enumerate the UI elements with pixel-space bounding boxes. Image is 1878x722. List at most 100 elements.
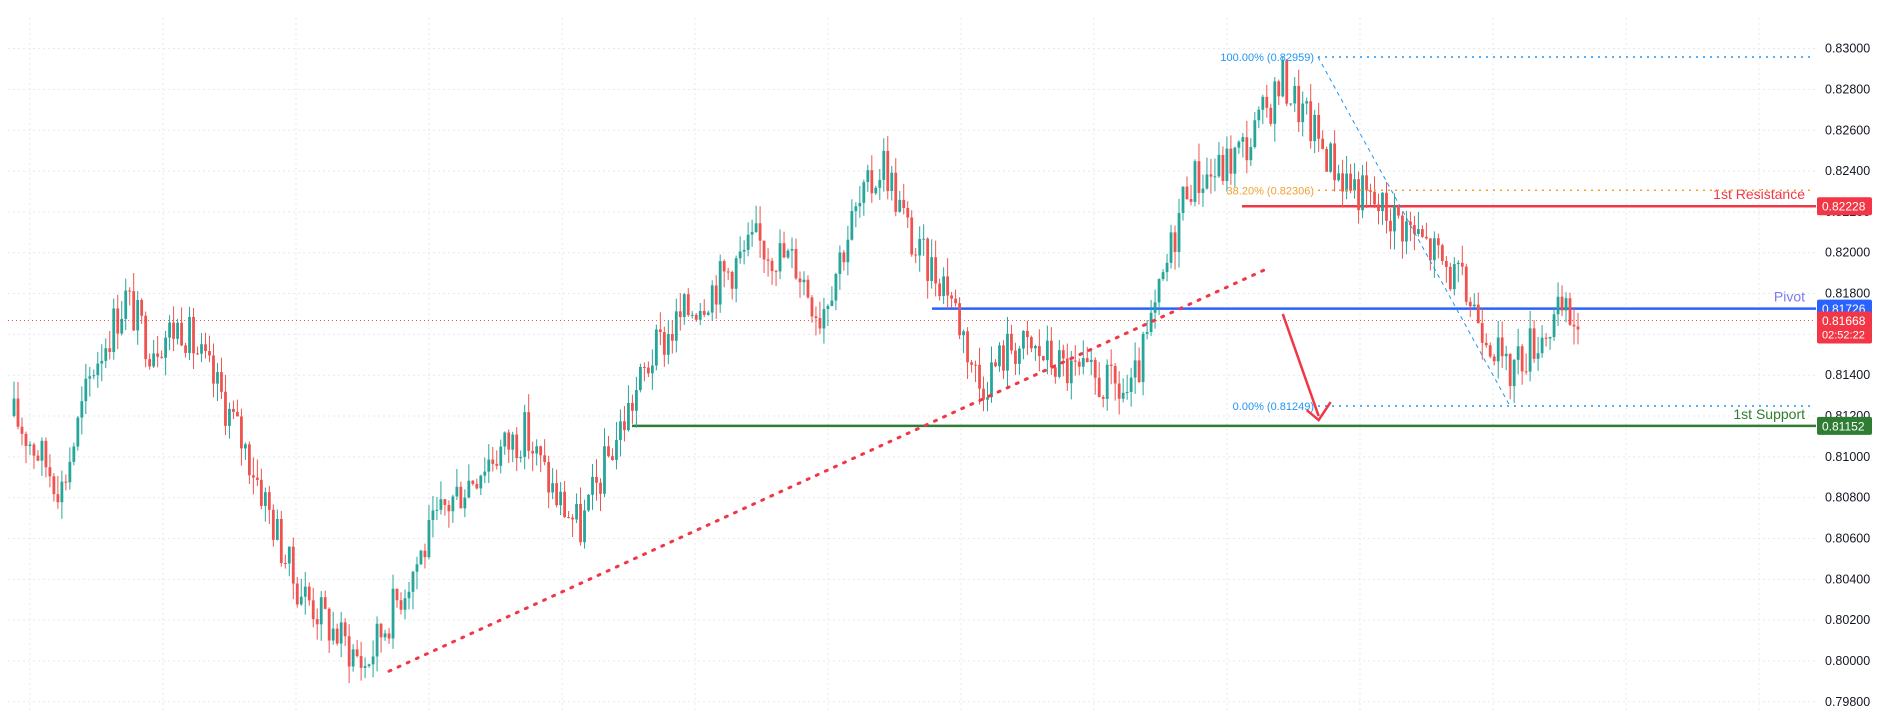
candle-body <box>742 249 746 252</box>
candle-body <box>144 315 148 360</box>
candle-body <box>1022 330 1025 349</box>
candle-body <box>1289 103 1293 105</box>
candle-body <box>363 666 367 668</box>
candles <box>12 55 1580 684</box>
candle-body <box>650 365 654 374</box>
candle-body <box>168 322 171 338</box>
candle-body <box>962 331 965 336</box>
y-tick-label: 0.79800 <box>1825 695 1870 709</box>
candle-body <box>303 586 307 597</box>
candle-body <box>1381 192 1384 212</box>
candle-body <box>1265 96 1269 108</box>
candle-body <box>287 546 291 564</box>
candle-body <box>834 273 838 301</box>
candle-body <box>1556 296 1560 315</box>
candle-body <box>1361 175 1364 211</box>
candle-body <box>1257 109 1261 121</box>
candle-body <box>383 633 387 638</box>
candle-body <box>467 480 471 498</box>
candle-body <box>523 412 527 457</box>
y-tick-label: 0.80600 <box>1825 532 1870 546</box>
candle-body <box>1153 302 1157 313</box>
candle-body <box>1357 179 1360 211</box>
candle-body <box>1053 367 1057 377</box>
candle-body <box>1109 364 1113 366</box>
candle-body <box>80 401 84 418</box>
candle-body <box>1496 337 1500 362</box>
candle-body <box>942 276 946 297</box>
candle-body <box>1576 326 1580 330</box>
y-tick-label: 0.81000 <box>1825 450 1870 464</box>
candle-body <box>1468 301 1472 307</box>
candle-body <box>72 446 76 462</box>
candle-body <box>958 303 961 336</box>
candle-body <box>1002 345 1005 371</box>
y-tick-label: 0.82800 <box>1825 82 1870 96</box>
candle-body <box>1393 205 1396 232</box>
candle-body <box>1305 101 1309 104</box>
candle-body <box>1217 154 1221 177</box>
candle-body <box>986 397 989 400</box>
candle-body <box>40 440 44 461</box>
candle-body <box>1460 262 1464 267</box>
candle-body <box>1333 143 1337 181</box>
fib-level-label: 100.00% (0.82959) <box>1220 52 1314 64</box>
candle-body <box>822 309 826 329</box>
candle-body <box>1508 353 1512 387</box>
candle-body <box>1440 245 1444 261</box>
candle-body <box>1225 148 1229 182</box>
candle-body <box>515 434 519 459</box>
candle-body <box>1129 377 1133 392</box>
candle-body <box>1241 137 1245 142</box>
candle-body <box>1504 353 1508 357</box>
projection-arrow <box>1281 313 1320 417</box>
candle-body <box>447 504 451 512</box>
candle-body <box>184 345 187 353</box>
candle-body <box>654 329 658 366</box>
candle-body <box>1193 161 1197 202</box>
y-tick-label: 0.80800 <box>1825 491 1870 505</box>
candle-body <box>639 366 642 391</box>
candle-body <box>1297 85 1301 123</box>
candle-body <box>1488 345 1492 357</box>
candle-body <box>950 295 953 299</box>
candle-body <box>1221 154 1225 182</box>
candle-body <box>92 375 96 377</box>
candle-body <box>1365 175 1368 191</box>
candle-body <box>874 187 878 194</box>
candle-body <box>1093 359 1097 378</box>
candle-body <box>966 331 969 363</box>
candle-body <box>543 455 547 463</box>
candle-body <box>104 348 108 361</box>
candle-body <box>64 481 68 483</box>
candle-body <box>140 299 144 316</box>
candle-body <box>826 305 830 310</box>
candle-body <box>922 238 926 240</box>
candle-body <box>68 461 72 483</box>
candle-body <box>1141 333 1145 383</box>
candle-body <box>283 563 287 565</box>
y-tick-label: 0.80200 <box>1825 613 1870 627</box>
candle-body <box>487 459 491 472</box>
candle-body <box>359 656 363 668</box>
candle-body <box>1401 215 1404 242</box>
candle-body <box>20 426 24 434</box>
price-axis: 0.830000.828000.826000.824000.822000.820… <box>1817 42 1872 709</box>
candle-body <box>555 483 559 506</box>
candle-body <box>1133 360 1137 378</box>
candle-body <box>499 446 503 466</box>
candle-body <box>1061 350 1065 359</box>
candle-body <box>1137 360 1141 383</box>
y-tick-label: 0.82400 <box>1825 164 1870 178</box>
candle-body <box>519 456 523 459</box>
current-price-badge <box>1817 311 1872 344</box>
candle-body <box>1065 358 1069 384</box>
candle-body <box>164 337 168 358</box>
candle-body <box>192 316 195 354</box>
candle-body <box>559 491 562 506</box>
fib-level-label: 38.20% (0.82306) <box>1227 185 1314 197</box>
candle-body <box>136 299 140 331</box>
candle-body <box>503 432 507 447</box>
